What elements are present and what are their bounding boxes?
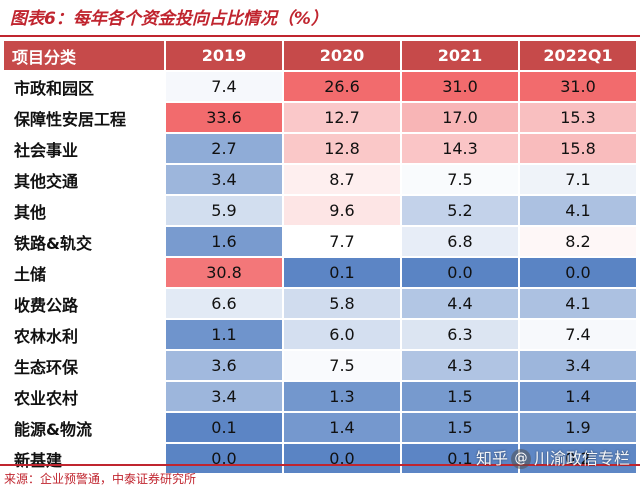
value-cell: 6.0 bbox=[284, 320, 400, 349]
row-category: 市政和园区 bbox=[4, 72, 164, 101]
watermark-name: 川渝政信专栏 bbox=[533, 449, 630, 468]
value-cell: 7.5 bbox=[402, 165, 518, 194]
bottom-rule bbox=[0, 464, 640, 466]
value-cell: 0.1 bbox=[284, 258, 400, 287]
table-row: 新基建 0.0 0.0 0.1 0.2 bbox=[4, 444, 636, 473]
value-cell: 5.8 bbox=[284, 289, 400, 318]
value-cell: 8.2 bbox=[520, 227, 636, 256]
value-cell: 1.4 bbox=[284, 413, 400, 442]
table-row: 土储 30.8 0.1 0.0 0.0 bbox=[4, 258, 636, 287]
value-cell: 3.4 bbox=[166, 382, 282, 411]
value-cell: 5.9 bbox=[166, 196, 282, 225]
value-cell: 9.6 bbox=[284, 196, 400, 225]
value-cell: 1.5 bbox=[402, 413, 518, 442]
value-cell: 1.6 bbox=[166, 227, 282, 256]
value-cell: 1.1 bbox=[166, 320, 282, 349]
table-row: 铁路&轨交 1.6 7.7 6.8 8.2 bbox=[4, 227, 636, 256]
table-row: 农业农村 3.4 1.3 1.5 1.4 bbox=[4, 382, 636, 411]
table-row: 能源&物流 0.1 1.4 1.5 1.9 bbox=[4, 413, 636, 442]
value-cell: 3.4 bbox=[166, 165, 282, 194]
value-cell: 4.4 bbox=[402, 289, 518, 318]
value-cell: 26.6 bbox=[284, 72, 400, 101]
value-cell: 2.7 bbox=[166, 134, 282, 163]
header-year: 2020 bbox=[284, 41, 400, 70]
top-rule bbox=[0, 35, 640, 37]
table-header-row: 项目分类 2019 2020 2021 2022Q1 bbox=[4, 41, 636, 70]
value-cell: 33.6 bbox=[166, 103, 282, 132]
header-year: 2019 bbox=[166, 41, 282, 70]
value-cell: 31.0 bbox=[402, 72, 518, 101]
watermark: 知乎 @ 川渝政信专栏 bbox=[476, 446, 630, 472]
value-cell: 5.2 bbox=[402, 196, 518, 225]
table-row: 生态环保 3.6 7.5 4.3 3.4 bbox=[4, 351, 636, 380]
table-row: 市政和园区 7.4 26.6 31.0 31.0 bbox=[4, 72, 636, 101]
table-row: 其他交通 3.4 8.7 7.5 7.1 bbox=[4, 165, 636, 194]
value-cell: 1.9 bbox=[520, 413, 636, 442]
row-category: 其他交通 bbox=[4, 165, 164, 194]
watermark-prefix: 知乎 bbox=[475, 449, 508, 468]
row-category: 农林水利 bbox=[4, 320, 164, 349]
source-note: 来源：企业预警通，中泰证券研究所 bbox=[4, 472, 197, 486]
value-cell: 30.8 bbox=[166, 258, 282, 287]
value-cell: 0.0 bbox=[284, 444, 400, 473]
table-body: 市政和园区 7.4 26.6 31.0 31.0 保障性安居工程 33.6 12.7 17.0 1… bbox=[4, 72, 636, 473]
value-cell: 0.1 bbox=[166, 413, 282, 442]
value-cell: 4.1 bbox=[520, 196, 636, 225]
value-cell: 17.0 bbox=[402, 103, 518, 132]
allocation-table: 项目分类 2019 2020 2021 2022Q1 市政和园区 7.4 26.6 31.0… bbox=[2, 39, 638, 475]
value-cell: 7.4 bbox=[166, 72, 282, 101]
value-cell: 1.3 bbox=[284, 382, 400, 411]
row-category: 收费公路 bbox=[4, 289, 164, 318]
value-cell: 4.3 bbox=[402, 351, 518, 380]
value-cell: 3.4 bbox=[520, 351, 636, 380]
value-cell: 0.0 bbox=[402, 258, 518, 287]
value-cell: 7.1 bbox=[520, 165, 636, 194]
value-cell: 3.6 bbox=[166, 351, 282, 380]
value-cell: 4.1 bbox=[520, 289, 636, 318]
value-cell: 15.3 bbox=[520, 103, 636, 132]
table-row: 其他 5.9 9.6 5.2 4.1 bbox=[4, 196, 636, 225]
value-cell: 12.7 bbox=[284, 103, 400, 132]
row-category: 铁路&轨交 bbox=[4, 227, 164, 256]
row-category: 土储 bbox=[4, 258, 164, 287]
row-category: 保障性安居工程 bbox=[4, 103, 164, 132]
value-cell: 14.3 bbox=[402, 134, 518, 163]
at-icon: @ bbox=[510, 449, 531, 469]
table-row: 社会事业 2.7 12.8 14.3 15.8 bbox=[4, 134, 636, 163]
header-category: 项目分类 bbox=[4, 41, 164, 70]
value-cell: 15.8 bbox=[520, 134, 636, 163]
value-cell: 0.0 bbox=[520, 258, 636, 287]
value-cell: 6.3 bbox=[402, 320, 518, 349]
value-cell: 1.4 bbox=[520, 382, 636, 411]
table-row: 收费公路 6.6 5.8 4.4 4.1 bbox=[4, 289, 636, 318]
row-category: 能源&物流 bbox=[4, 413, 164, 442]
row-category: 生态环保 bbox=[4, 351, 164, 380]
value-cell: 31.0 bbox=[520, 72, 636, 101]
value-cell: 6.8 bbox=[402, 227, 518, 256]
value-cell: 0.2 bbox=[520, 444, 636, 473]
value-cell: 12.8 bbox=[284, 134, 400, 163]
row-category: 其他 bbox=[4, 196, 164, 225]
table-row: 保障性安居工程 33.6 12.7 17.0 15.3 bbox=[4, 103, 636, 132]
header-year: 2021 bbox=[402, 41, 518, 70]
value-cell: 0.0 bbox=[166, 444, 282, 473]
value-cell: 1.5 bbox=[402, 382, 518, 411]
value-cell: 6.6 bbox=[166, 289, 282, 318]
value-cell: 7.5 bbox=[284, 351, 400, 380]
row-category: 农业农村 bbox=[4, 382, 164, 411]
figure-title: 图表6：每年各个资金投向占比情况（%） bbox=[10, 9, 328, 29]
value-cell: 7.7 bbox=[284, 227, 400, 256]
row-category: 社会事业 bbox=[4, 134, 164, 163]
table-row: 农林水利 1.1 6.0 6.3 7.4 bbox=[4, 320, 636, 349]
value-cell: 0.1 bbox=[402, 444, 518, 473]
header-year: 2022Q1 bbox=[520, 41, 636, 70]
value-cell: 7.4 bbox=[520, 320, 636, 349]
value-cell: 8.7 bbox=[284, 165, 400, 194]
